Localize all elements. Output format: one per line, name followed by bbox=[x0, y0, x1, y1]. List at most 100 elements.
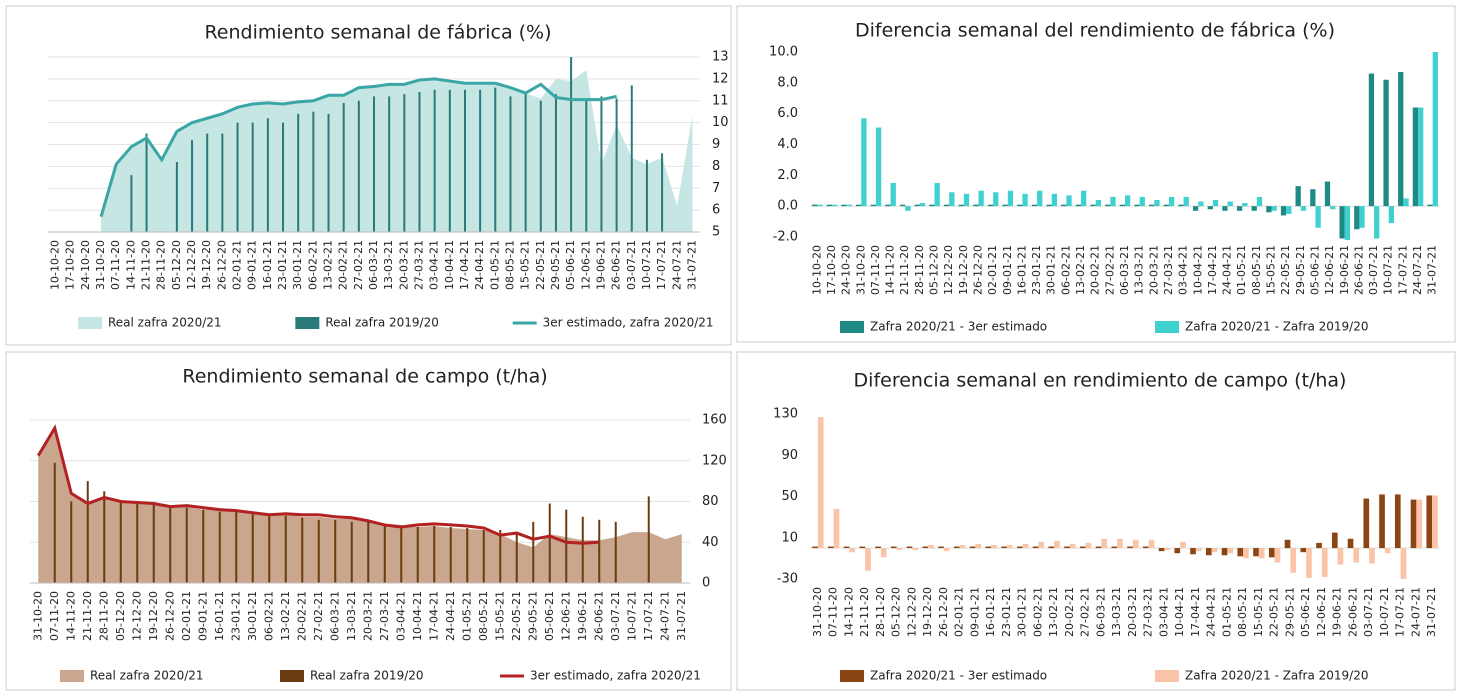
bar bbox=[1222, 206, 1228, 211]
x-tick-label: 12-06-21 bbox=[579, 240, 592, 290]
bar bbox=[1221, 548, 1228, 556]
x-tick-label: 24-04-21 bbox=[473, 240, 486, 290]
bar bbox=[1139, 196, 1145, 207]
x-tick-label: 07-11-20 bbox=[48, 591, 61, 641]
x-tick-label: 08-05-21 bbox=[1236, 587, 1249, 637]
legend-swatch bbox=[78, 317, 102, 329]
x-tick-label: 17-07-21 bbox=[1394, 587, 1407, 637]
x-tick-label: 05-12-20 bbox=[890, 587, 903, 637]
legend-label: Zafra 2020/21 - Zafra 2019/20 bbox=[1185, 320, 1368, 334]
y-tick-label: 8.0 bbox=[777, 75, 798, 90]
x-tick-label: 23-01-21 bbox=[1030, 245, 1043, 295]
x-tick-label: 12-06-21 bbox=[1315, 587, 1328, 637]
bar bbox=[1069, 543, 1076, 549]
bar bbox=[1051, 193, 1058, 207]
bar bbox=[1180, 541, 1186, 549]
area bbox=[101, 70, 693, 232]
bar bbox=[861, 118, 867, 207]
y-tick-label: 10.0 bbox=[769, 45, 798, 60]
x-tick-label: 03-07-21 bbox=[625, 240, 638, 290]
bar bbox=[1032, 546, 1039, 549]
x-tick-label: 22-05-21 bbox=[1279, 245, 1292, 295]
bar bbox=[152, 503, 155, 583]
legend-swatch bbox=[840, 321, 864, 333]
bar bbox=[515, 532, 518, 583]
y-tick-label: 12 bbox=[712, 71, 729, 86]
bar bbox=[1205, 548, 1212, 556]
x-tick-label: 27-03-21 bbox=[1142, 587, 1155, 637]
x-tick-label: 16-01-21 bbox=[213, 591, 226, 641]
bar bbox=[342, 102, 345, 232]
bar bbox=[812, 546, 818, 549]
x-tick-label: 24-10-20 bbox=[79, 240, 92, 290]
bar bbox=[448, 89, 451, 232]
x-tick-label: 02-01-21 bbox=[986, 245, 999, 295]
x-tick-label: 03-04-21 bbox=[428, 240, 441, 290]
bar bbox=[1117, 538, 1123, 549]
y-tick-label: 7 bbox=[712, 181, 720, 196]
bar bbox=[600, 96, 603, 232]
bar bbox=[1337, 548, 1344, 565]
y-tick-label: 160 bbox=[702, 413, 727, 428]
bar bbox=[539, 100, 542, 232]
line bbox=[36, 424, 600, 545]
bar bbox=[1211, 548, 1218, 553]
x-tick-label: 27-03-21 bbox=[378, 591, 391, 641]
bar bbox=[235, 511, 238, 583]
bar bbox=[433, 525, 436, 583]
legend-swatch bbox=[295, 317, 320, 329]
x-tick-label: 05-12-20 bbox=[170, 240, 183, 290]
bar bbox=[554, 94, 557, 232]
x-tick-label: 26-12-20 bbox=[215, 240, 228, 290]
x-tick-label: 26-12-20 bbox=[937, 587, 950, 637]
x-tick-label: 02-01-21 bbox=[231, 240, 244, 290]
x-tick-label: 24-07-21 bbox=[670, 240, 683, 290]
x-tick-label: 06-03-21 bbox=[1094, 587, 1107, 637]
bar bbox=[1154, 200, 1160, 207]
bar bbox=[1132, 539, 1139, 549]
bar bbox=[1369, 548, 1375, 564]
bar bbox=[1394, 494, 1401, 549]
bar bbox=[1142, 546, 1149, 549]
bar bbox=[191, 140, 194, 232]
bar bbox=[817, 204, 823, 207]
bar bbox=[218, 511, 221, 583]
legend-label: Real zafra 2020/21 bbox=[108, 316, 222, 330]
x-tick-label: 20-02-21 bbox=[295, 591, 308, 641]
bar bbox=[449, 526, 452, 583]
bar bbox=[1410, 499, 1417, 549]
bar bbox=[1432, 495, 1438, 549]
bar bbox=[1085, 542, 1092, 549]
bar bbox=[1192, 206, 1199, 211]
x-tick-label: 08-05-21 bbox=[1250, 245, 1263, 295]
x-tick-label: 05-12-20 bbox=[114, 591, 127, 641]
x-tick-label: 10-04-21 bbox=[411, 591, 424, 641]
y-tick-label: 130 bbox=[773, 407, 798, 422]
bar bbox=[1418, 107, 1424, 207]
bar bbox=[334, 519, 337, 583]
bar bbox=[1295, 186, 1301, 207]
bar bbox=[1432, 52, 1438, 207]
x-tick-label: 10-07-21 bbox=[640, 240, 653, 290]
bar bbox=[812, 204, 818, 207]
x-tick-label: 15-05-21 bbox=[519, 240, 532, 290]
x-tick-label: 06-02-21 bbox=[262, 591, 275, 641]
x-tick-label: 24-04-21 bbox=[1205, 587, 1218, 637]
x-tick-label: 28-11-20 bbox=[874, 587, 887, 637]
bar bbox=[993, 192, 999, 207]
x-tick-label: 17-10-20 bbox=[825, 245, 838, 295]
x-tick-label: 19-06-21 bbox=[1331, 587, 1344, 637]
y-tick-label: 40 bbox=[702, 535, 719, 550]
bar bbox=[880, 548, 887, 558]
bar bbox=[958, 204, 964, 207]
bar bbox=[1149, 204, 1155, 207]
x-tick-label: 30-01-21 bbox=[246, 591, 259, 641]
bar bbox=[1127, 546, 1133, 549]
bar bbox=[1022, 543, 1029, 549]
bar bbox=[1236, 206, 1243, 211]
bar bbox=[284, 515, 287, 583]
bar bbox=[1243, 548, 1249, 559]
bar bbox=[846, 204, 852, 207]
x-tick-label: 05-06-21 bbox=[1308, 245, 1321, 295]
